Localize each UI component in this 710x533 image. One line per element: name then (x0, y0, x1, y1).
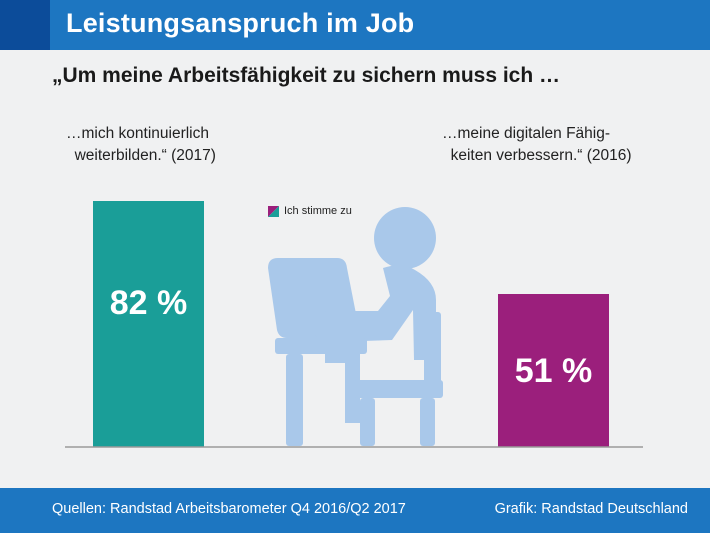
graphic-credit: Grafik: Randstad Deutschland (494, 501, 688, 517)
bar-1 (93, 201, 204, 447)
footer-bar: Quellen: Randstad Arbeitsbarometer Q4 20… (0, 488, 710, 533)
legend-swatch (268, 205, 279, 217)
category-label-2: …meine digitalen Fähig- keiten verbesser… (442, 125, 632, 164)
bar-2 (498, 294, 609, 447)
chart-subtitle: „Um meine Arbeitsfähigkeit zu sichern mu… (52, 64, 561, 87)
person-at-computer-icon (268, 207, 443, 446)
source-note: Quellen: Randstad Arbeitsbarometer Q4 20… (52, 501, 406, 517)
data-labels: 82 % 51 % (110, 284, 593, 390)
header-accent-block (0, 0, 50, 50)
data-label-1: 82 % (110, 284, 188, 322)
page-title: Leistungsanspruch im Job (66, 8, 415, 38)
header-bar: Leistungsanspruch im Job (0, 0, 710, 50)
data-label-2: 51 % (515, 352, 593, 390)
legend: Ich stimme zu (268, 204, 352, 218)
legend-label: Ich stimme zu (284, 205, 352, 217)
category-label-1: …mich kontinuierlich weiterbilden.“ (201… (66, 125, 216, 164)
bar-group (93, 201, 609, 447)
